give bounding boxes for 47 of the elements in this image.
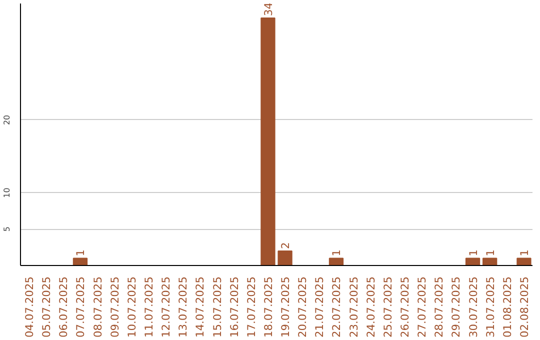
x-tick-label: 13.07.2025 bbox=[176, 276, 190, 338]
x-tick-label: 29.07.2025 bbox=[450, 276, 463, 338]
data-label: 1 bbox=[74, 249, 88, 256]
x-tick-label: 11.07.2025 bbox=[142, 276, 156, 338]
x-tick-label: 20.07.2025 bbox=[296, 276, 310, 338]
x-tick-label: 28.07.2025 bbox=[432, 276, 446, 338]
x-tick-label: 14.07.2025 bbox=[194, 276, 207, 338]
x-tick-label: 25.07.2025 bbox=[381, 276, 394, 338]
x-tick-label: 16.07.2025 bbox=[228, 276, 241, 338]
y-tick-label: 5 bbox=[2, 226, 12, 232]
x-tick-label: 24.07.2025 bbox=[364, 276, 378, 338]
data-label: 2 bbox=[279, 242, 292, 249]
x-tick-label: 12.07.2025 bbox=[160, 276, 173, 338]
x-tick-label: 09.07.2025 bbox=[108, 276, 122, 338]
x-tick-label: 05.07.2025 bbox=[40, 276, 54, 338]
y-tick-label: 20 bbox=[2, 114, 12, 126]
bar bbox=[482, 258, 498, 266]
x-tick-label: 26.07.2025 bbox=[398, 276, 412, 338]
bar bbox=[72, 258, 88, 266]
x-tick-label: 23.07.2025 bbox=[347, 276, 360, 338]
y-tick-label: 10 bbox=[2, 188, 12, 198]
x-tick-label: 04.07.2025 bbox=[23, 276, 36, 338]
x-tick-label: 15.07.2025 bbox=[210, 276, 224, 338]
data-label: 1 bbox=[466, 249, 480, 256]
data-label: 34 bbox=[262, 2, 275, 16]
bar bbox=[465, 258, 480, 266]
bar bbox=[328, 258, 344, 266]
data-label: 1 bbox=[518, 249, 531, 256]
x-tick-label: 31.07.2025 bbox=[484, 276, 497, 338]
x-tick-label: 18.07.2025 bbox=[262, 276, 275, 338]
bar bbox=[260, 18, 276, 266]
data-label: 1 bbox=[484, 249, 497, 256]
x-tick-label: 21.07.2025 bbox=[313, 276, 326, 338]
x-tick-label: 06.07.2025 bbox=[57, 276, 70, 338]
x-tick-label: 01.08.2025 bbox=[500, 276, 514, 338]
x-tick-label: 10.07.2025 bbox=[125, 276, 138, 338]
x-tick-label: 22.07.2025 bbox=[330, 276, 344, 338]
x-tick-label: 17.07.2025 bbox=[244, 276, 258, 338]
x-tick-label: 08.07.2025 bbox=[91, 276, 104, 338]
x-tick-label: 30.07.2025 bbox=[466, 276, 480, 338]
data-label: 1 bbox=[330, 249, 344, 256]
bar bbox=[516, 258, 532, 266]
x-tick-label: 07.07.2025 bbox=[74, 276, 88, 338]
x-tick-label: 19.07.2025 bbox=[279, 276, 292, 338]
x-tick-label: 02.08.2025 bbox=[518, 276, 531, 338]
x-tick-label: 27.07.2025 bbox=[416, 276, 429, 338]
bar bbox=[278, 250, 292, 266]
